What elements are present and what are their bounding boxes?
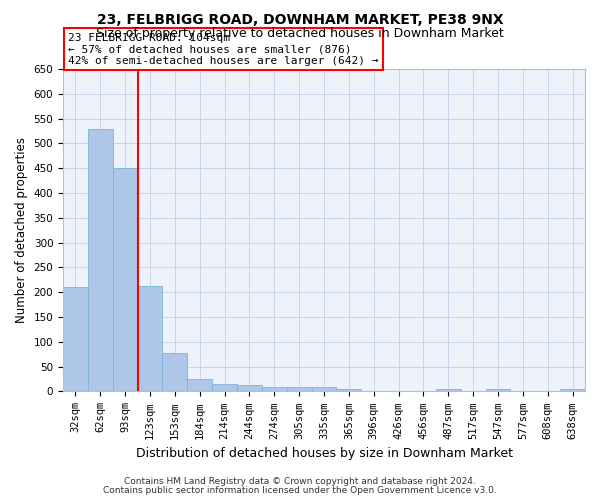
Bar — [287, 388, 311, 392]
Bar — [560, 389, 585, 392]
Text: Contains public sector information licensed under the Open Government Licence v3: Contains public sector information licen… — [103, 486, 497, 495]
Bar — [311, 388, 337, 392]
Bar — [262, 388, 287, 392]
X-axis label: Distribution of detached houses by size in Downham Market: Distribution of detached houses by size … — [136, 447, 512, 460]
Bar — [137, 286, 163, 392]
Text: Size of property relative to detached houses in Downham Market: Size of property relative to detached ho… — [96, 28, 504, 40]
Text: Contains HM Land Registry data © Crown copyright and database right 2024.: Contains HM Land Registry data © Crown c… — [124, 478, 476, 486]
Bar — [88, 128, 113, 392]
Bar — [337, 389, 361, 392]
Bar — [113, 168, 137, 392]
Y-axis label: Number of detached properties: Number of detached properties — [15, 137, 28, 323]
Bar — [237, 386, 262, 392]
Bar — [163, 353, 187, 392]
Text: 23, FELBRIGG ROAD, DOWNHAM MARKET, PE38 9NX: 23, FELBRIGG ROAD, DOWNHAM MARKET, PE38 … — [97, 12, 503, 26]
Text: 23 FELBRIGG ROAD: 104sqm
← 57% of detached houses are smaller (876)
42% of semi-: 23 FELBRIGG ROAD: 104sqm ← 57% of detach… — [68, 32, 379, 66]
Bar — [436, 389, 461, 392]
Bar — [485, 389, 511, 392]
Bar — [63, 288, 88, 392]
Bar — [212, 384, 237, 392]
Bar — [187, 378, 212, 392]
